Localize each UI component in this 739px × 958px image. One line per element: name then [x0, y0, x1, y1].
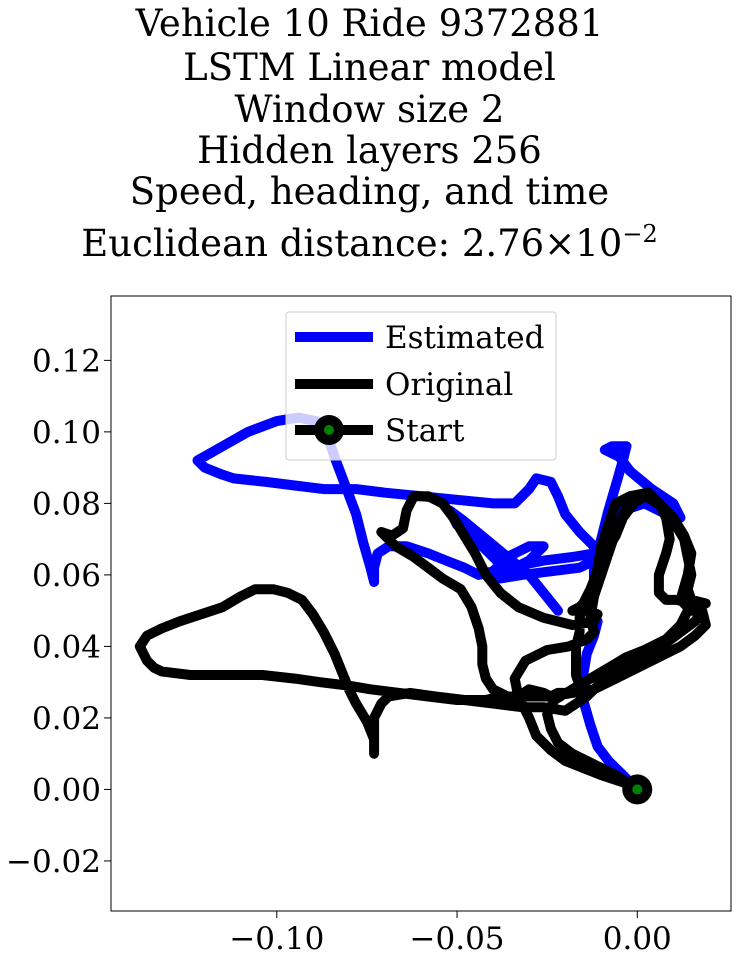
y-tick-label: 0.04 [32, 629, 101, 665]
plot-frame [110, 295, 732, 912]
series-layer [134, 412, 711, 795]
title-line-5: Speed, heading, and time [129, 170, 610, 213]
distance-prefix: Euclidean distance: 2.76 [81, 222, 545, 265]
ticks-layer: −0.10 −0.05 0.00 0.12 0.10 0.08 0.06 0.04 0.02 0.… [6, 343, 672, 957]
y-tick-label: −0.02 [6, 844, 101, 880]
title-line-1: Vehicle 10 Ride 9372881 [135, 2, 604, 45]
title-line-3: Window size 2 [234, 88, 505, 131]
series-line-estimated [192, 412, 686, 795]
x-tick-label: 0.00 [603, 921, 672, 957]
y-tick-label: 0.12 [32, 343, 101, 379]
start-marker-layer [622, 774, 653, 805]
series-line-original [134, 487, 711, 795]
start-marker-inner [632, 784, 643, 795]
legend-start-marker-inner [324, 425, 334, 435]
distance-exponent: −2 [622, 220, 658, 248]
y-tick-label: 0.06 [32, 558, 101, 594]
legend-label-start: Start [385, 413, 465, 449]
y-tick-label: 0.02 [32, 701, 101, 737]
x-tick-label: −0.10 [229, 921, 324, 957]
x-tick-label: −0.05 [410, 921, 505, 957]
legend-box [285, 311, 557, 461]
legend-label-original: Original [385, 367, 513, 403]
legend: Estimated Original Start [285, 311, 557, 461]
y-tick-label: 0.08 [32, 486, 101, 522]
title-line-2: LSTM Linear model [183, 46, 556, 89]
title-line-4: Hidden layers 256 [197, 129, 542, 172]
distance-times: × [544, 222, 576, 265]
title-line-distance: Euclidean distance: 2.76×10−2 [0, 212, 739, 266]
y-tick-label: 0.10 [32, 415, 101, 451]
y-tick-label: 0.00 [32, 772, 101, 808]
distance-base: 10 [575, 222, 623, 265]
legend-label-estimated: Estimated [385, 320, 544, 356]
